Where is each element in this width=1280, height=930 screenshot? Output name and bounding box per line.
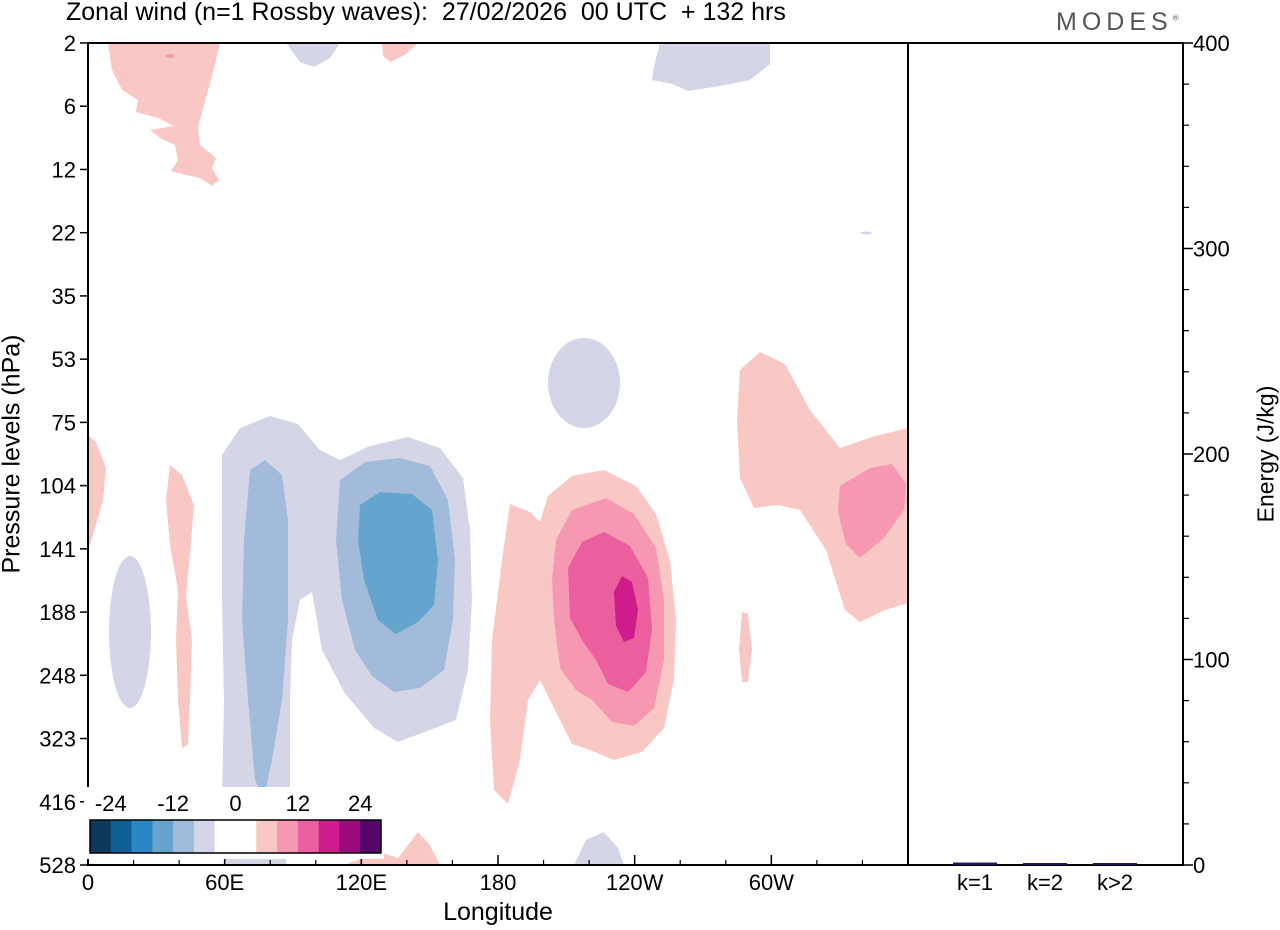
x-axis-ticks: 0 60E 120E 180 120W 60W xyxy=(82,855,864,895)
energy-category-label: k=1 xyxy=(957,870,993,895)
colorbar-swatch xyxy=(297,820,320,853)
x-tick-label: 120W xyxy=(606,870,664,895)
colorbar-swatch xyxy=(173,820,195,853)
energy-tick-label: 200 xyxy=(1193,442,1230,467)
energy-category-label: k>2 xyxy=(1097,870,1133,895)
energy-axis-ticks: 0 100 200 300 400 xyxy=(1183,31,1230,878)
colorbar-swatch xyxy=(235,820,257,853)
energy-tick-label: 100 xyxy=(1193,648,1230,673)
colorbar-swatch xyxy=(360,820,382,853)
brand-logo: MODES® xyxy=(1056,8,1179,37)
colorbar-swatch xyxy=(339,820,361,853)
y-tick-label: 248 xyxy=(39,663,76,688)
energy-frame xyxy=(907,42,1184,866)
y-tick-label: 35 xyxy=(52,284,76,309)
colorbar-swatch xyxy=(152,820,174,853)
contour-pos-ring3 xyxy=(568,532,652,692)
colorbar-tick-label: -12 xyxy=(157,791,189,816)
energy-bars: k=1 k=2 k>2 xyxy=(953,862,1137,895)
contour-neg-bottom xyxy=(574,832,624,865)
brand-mark: ® xyxy=(1172,13,1179,23)
contour-neg-53 xyxy=(548,338,620,428)
colorbar-tick-label: 12 xyxy=(286,791,310,816)
y-axis-label: Pressure levels (hPa) xyxy=(0,334,26,574)
colorbar-tick-label: -24 xyxy=(95,791,127,816)
y-tick-label: 416 xyxy=(39,790,76,815)
energy-axis-label: Energy (J/kg) xyxy=(1252,385,1279,523)
contour-neg-left xyxy=(109,556,151,708)
x-tick-label: 60W xyxy=(749,870,794,895)
contour-pos-topleft xyxy=(108,43,220,186)
energy-bar xyxy=(1023,863,1067,865)
y-tick-label: 53 xyxy=(52,347,76,372)
contour-neg-main-core xyxy=(358,492,438,634)
y-tick-label: 22 xyxy=(52,221,76,246)
colorbar-swatch xyxy=(90,820,112,853)
colorbar-swatch xyxy=(214,820,236,853)
energy-tick-label: 300 xyxy=(1193,237,1230,262)
colorbar-swatch xyxy=(193,820,216,853)
energy-bar xyxy=(1093,863,1137,865)
x-tick-label: 180 xyxy=(480,870,517,895)
y-tick-label: 12 xyxy=(52,157,76,182)
energy-bar xyxy=(953,862,997,865)
contour-pos-sliver xyxy=(739,612,752,682)
colorbar-labels: -24 -12 0 12 24 xyxy=(95,791,373,816)
colorbar-swatch xyxy=(318,820,340,853)
y-tick-label: 104 xyxy=(39,474,76,499)
contour-neg-mid xyxy=(242,460,288,798)
contour-field xyxy=(88,43,908,865)
y-tick-label: 75 xyxy=(52,410,76,435)
colorbar-swatch xyxy=(131,820,153,853)
contour-dot-c xyxy=(860,231,872,235)
colorbar: -24 -12 0 12 24 xyxy=(84,787,384,859)
y-axis-ticks: 2 6 12 22 35 53 75 104 141 188 248 323 416 528 xyxy=(39,31,88,878)
y-tick-label: 141 xyxy=(39,537,76,562)
y-tick-label: 323 xyxy=(39,727,76,752)
contour-pos-leftedge xyxy=(88,435,106,545)
chart-title: Zonal wind (n=1 Rossby waves): 27/02/202… xyxy=(66,0,786,26)
x-tick-label: 120E xyxy=(336,870,387,895)
y-tick-label: 528 xyxy=(39,853,76,878)
energy-tick-label: 400 xyxy=(1193,31,1230,56)
x-tick-label: 0 xyxy=(82,870,94,895)
colorbar-swatches xyxy=(90,820,382,853)
x-tick-label: 60E xyxy=(205,870,244,895)
contour-pos-column xyxy=(166,465,194,748)
brand-name: MODES xyxy=(1056,8,1173,36)
colorbar-swatch xyxy=(256,820,278,853)
x-axis-label: Longitude xyxy=(443,898,553,926)
colorbar-swatch xyxy=(277,820,299,853)
contour-pos-right xyxy=(737,352,908,622)
y-tick-label: 2 xyxy=(64,31,76,56)
contour-pos-top-mid xyxy=(382,43,418,62)
contour-pos-core xyxy=(614,576,638,642)
y-tick-label: 6 xyxy=(64,94,76,119)
contour-neg-top-a xyxy=(286,43,340,67)
energy-category-label: k=2 xyxy=(1027,870,1063,895)
contour-neg-top-b xyxy=(652,43,770,91)
y-tick-label: 188 xyxy=(39,600,76,625)
contour-pos-right-inner xyxy=(838,464,906,558)
colorbar-frame xyxy=(89,819,382,854)
colorbar-tick-label: 24 xyxy=(348,791,372,816)
energy-tick-label: 0 xyxy=(1193,853,1205,878)
colorbar-swatch xyxy=(110,820,133,853)
contour-pos-dot xyxy=(166,54,174,58)
colorbar-tick-label: 0 xyxy=(229,791,241,816)
